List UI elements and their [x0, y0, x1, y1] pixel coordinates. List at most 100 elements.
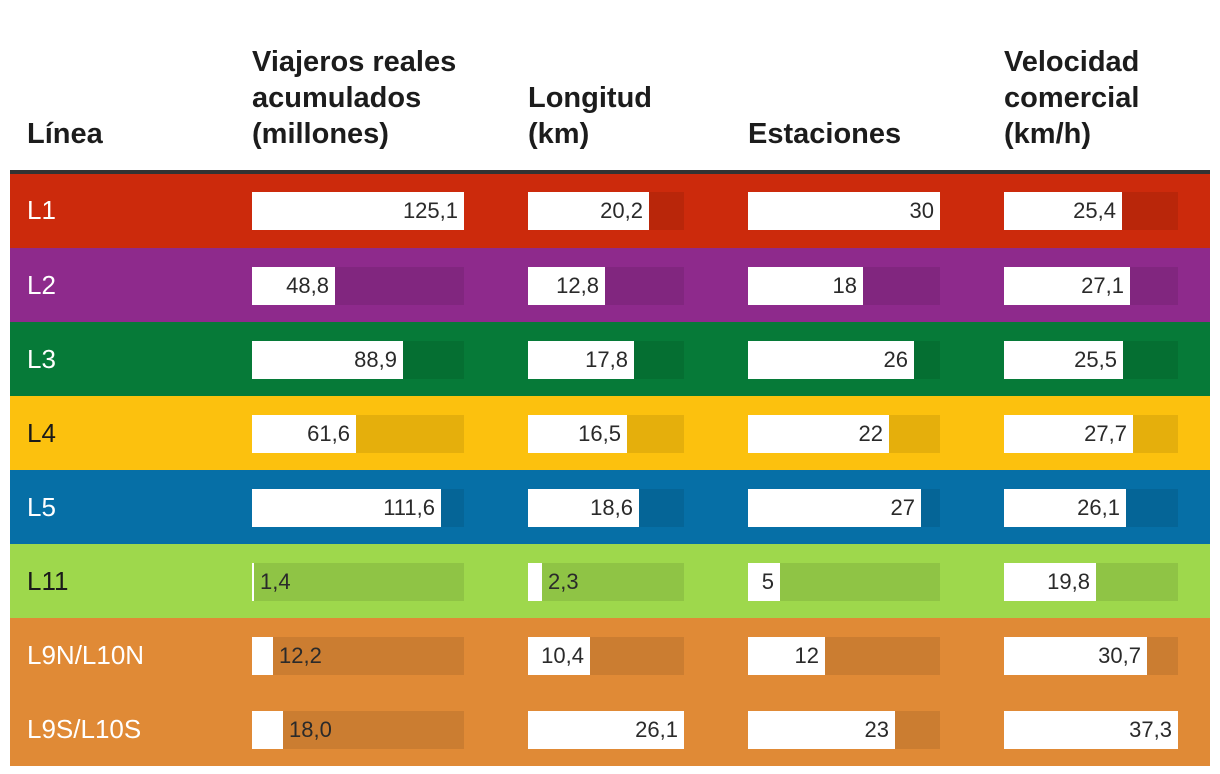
viajeros-bar-track	[252, 711, 464, 749]
estaciones-bar	[748, 415, 889, 453]
line-label: L3	[27, 344, 56, 374]
longitud-cell: 10,4	[528, 637, 684, 675]
velocidad-value: 30,7	[1098, 643, 1141, 668]
velocidad-cell: 26,1	[1004, 489, 1178, 527]
longitud-cell: 26,1	[528, 711, 684, 749]
velocidad-bar	[1004, 192, 1122, 230]
viajeros-value: 12,2	[279, 643, 322, 668]
estaciones-cell: 18	[748, 267, 940, 305]
estaciones-value: 27	[890, 495, 915, 520]
estaciones-cell: 5	[748, 563, 940, 601]
estaciones-bar-track	[748, 563, 940, 601]
viajeros-value: 1,4	[260, 569, 291, 594]
velocidad-bar	[1004, 637, 1147, 675]
viajeros-bar	[252, 341, 403, 379]
longitud-bar	[528, 192, 649, 230]
estaciones-cell: 30	[748, 192, 940, 230]
velocidad-value: 26,1	[1077, 495, 1120, 520]
line-label: L9N/L10N	[27, 640, 145, 670]
viajeros-cell: 61,6	[252, 415, 464, 453]
line-label: L5	[27, 492, 56, 522]
longitud-bar	[528, 267, 605, 305]
estaciones-bar	[748, 341, 914, 379]
line-label: L9S/L10S	[27, 714, 142, 744]
line-label: L4	[27, 418, 56, 448]
velocidad-value: 25,5	[1074, 347, 1117, 372]
longitud-bar	[528, 489, 639, 527]
estaciones-value: 30	[909, 198, 934, 223]
estaciones-cell: 22	[748, 415, 940, 453]
estaciones-bar	[748, 563, 780, 601]
velocidad-cell: 27,7	[1004, 415, 1178, 453]
longitud-value: 20,2	[600, 198, 643, 223]
viajeros-bar	[252, 192, 464, 230]
velocidad-bar	[1004, 415, 1133, 453]
viajeros-value: 48,8	[286, 273, 329, 298]
viajeros-value: 61,6	[307, 421, 350, 446]
header-estaciones: Estaciones	[748, 118, 902, 150]
velocidad-value: 25,4	[1073, 198, 1116, 223]
viajeros-value: 88,9	[354, 347, 397, 372]
longitud-bar	[528, 637, 590, 675]
table-header: Línea Viajeros reales acumulados (millon…	[0, 0, 1220, 170]
velocidad-cell: 25,4	[1004, 192, 1178, 230]
viajeros-cell: 48,8	[252, 267, 464, 305]
longitud-cell: 16,5	[528, 415, 684, 453]
velocidad-bar	[1004, 341, 1123, 379]
longitud-cell: 18,6	[528, 489, 684, 527]
table-row: L2 48,8 12,8 18 27,1	[10, 248, 1210, 322]
estaciones-value: 23	[864, 717, 889, 742]
longitud-value: 12,8	[556, 273, 599, 298]
longitud-value: 26,1	[635, 717, 678, 742]
line-label: L2	[27, 270, 56, 300]
viajeros-value: 125,1	[402, 198, 458, 223]
viajeros-cell: 18,0	[252, 711, 464, 749]
estaciones-value: 5	[761, 569, 774, 594]
longitud-value: 2,3	[548, 569, 579, 594]
line-label: L1	[27, 195, 56, 225]
longitud-cell: 2,3	[528, 563, 684, 601]
longitud-value: 17,8	[585, 347, 628, 372]
velocidad-cell: 25,5	[1004, 341, 1178, 379]
table-row: L9S/L10S 18,0 26,1 23 37,3	[10, 692, 1210, 766]
viajeros-bar-track	[252, 563, 464, 601]
longitud-value: 16,5	[578, 421, 621, 446]
velocidad-cell: 27,1	[1004, 267, 1178, 305]
estaciones-bar	[748, 711, 895, 749]
header-velocidad: Velocidad comercial (km/h)	[1004, 46, 1140, 150]
header-viajeros: Viajeros reales acumulados (millones)	[252, 46, 457, 150]
estaciones-value: 18	[832, 273, 857, 298]
viajeros-cell: 1,4	[252, 563, 464, 601]
table-row: L11 1,4 2,3 5 19,8	[10, 544, 1210, 618]
header-linea: Línea	[27, 118, 103, 150]
table-row: L5 111,6 18,6 27 26,1	[10, 470, 1210, 544]
longitud-bar	[528, 711, 684, 749]
table-row: L4 61,6 16,5 22 27,7	[10, 396, 1210, 470]
viajeros-cell: 88,9	[252, 341, 464, 379]
viajeros-bar	[252, 415, 356, 453]
viajeros-value: 111,6	[383, 495, 435, 520]
table-row: L9N/L10N 12,2 10,4 12 30,7	[10, 618, 1210, 692]
viajeros-bar	[252, 267, 335, 305]
estaciones-cell: 26	[748, 341, 940, 379]
table-row: L1 125,1 20,2 30 25,4	[10, 174, 1210, 248]
header-longitud: Longitud (km)	[528, 82, 653, 150]
estaciones-cell: 23	[748, 711, 940, 749]
velocidad-value: 27,7	[1084, 421, 1127, 446]
viajeros-bar-track	[252, 637, 464, 675]
longitud-value: 10,4	[541, 643, 584, 668]
velocidad-value: 27,1	[1081, 273, 1124, 298]
viajeros-bar	[252, 489, 441, 527]
longitud-bar	[528, 563, 542, 601]
table-row: L3 88,9 17,8 26 25,5	[10, 322, 1210, 396]
estaciones-bar	[748, 267, 863, 305]
viajeros-cell: 125,1	[252, 192, 464, 230]
viajeros-value: 18,0	[289, 717, 332, 742]
viajeros-cell: 12,2	[252, 637, 464, 675]
longitud-cell: 12,8	[528, 267, 684, 305]
velocidad-bar	[1004, 489, 1126, 527]
velocidad-cell: 19,8	[1004, 563, 1178, 601]
estaciones-cell: 27	[748, 489, 940, 527]
velocidad-value: 37,3	[1129, 717, 1172, 742]
longitud-cell: 17,8	[528, 341, 684, 379]
